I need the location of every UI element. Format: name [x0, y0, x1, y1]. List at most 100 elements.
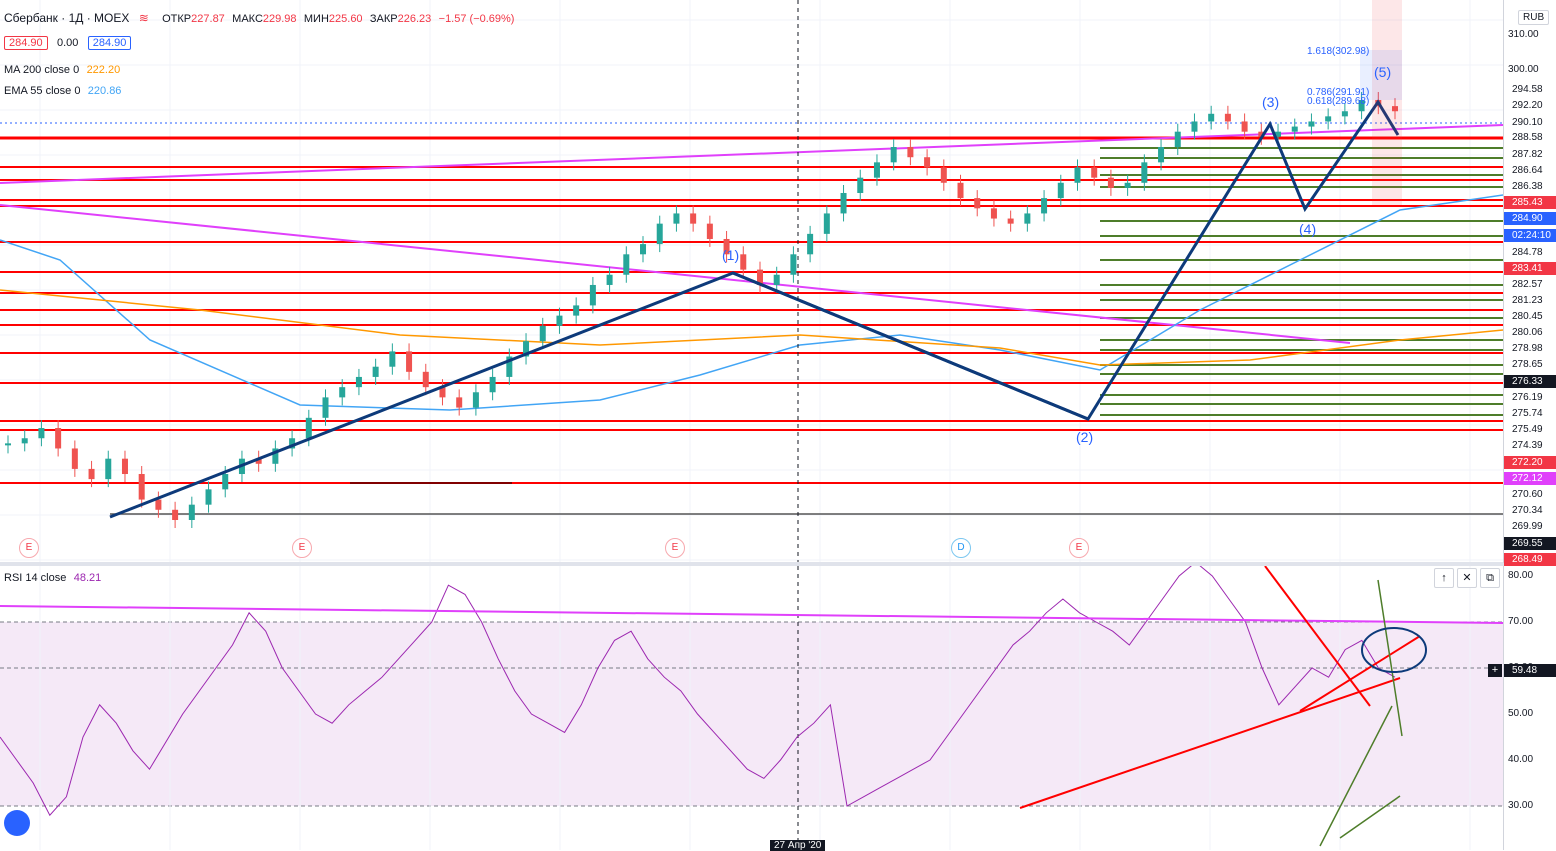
- wave-label-3[interactable]: (3): [1262, 94, 1280, 110]
- candle-body: [1024, 213, 1031, 224]
- candle-body: [289, 438, 296, 449]
- candle-body: [1275, 131, 1282, 137]
- rsi-chart[interactable]: [0, 566, 1503, 850]
- rsi-tick: 80.00: [1508, 570, 1534, 581]
- candle-body: [756, 269, 763, 285]
- symbol-title[interactable]: Сбербанк · 1Д · MOEX: [4, 11, 130, 25]
- wave-label-5[interactable]: (5): [1374, 64, 1392, 80]
- candle-body: [1174, 131, 1181, 148]
- ma-label: MA 200 close 0: [4, 64, 80, 76]
- bid-pill[interactable]: 284.90: [4, 36, 48, 50]
- wave-label-2[interactable]: (2): [1076, 429, 1094, 445]
- rsi-band: [0, 622, 1503, 806]
- price-level-label: 283.41: [1504, 262, 1556, 275]
- price-level-label: 276.33: [1504, 375, 1556, 388]
- dividend-event-marker[interactable]: D: [951, 538, 971, 558]
- price-level-label: 272.12: [1504, 472, 1556, 485]
- rsi-trendline-red: [1019, 677, 1401, 809]
- candle-body: [205, 489, 212, 505]
- candle-body: [305, 417, 312, 439]
- price-axis[interactable]: [1503, 0, 1556, 563]
- rsi-trendline-magenta: [0, 605, 1503, 624]
- candle-body: [472, 392, 479, 408]
- rsi-move-up-button[interactable]: ↑: [1434, 568, 1454, 588]
- ema-legend[interactable]: EMA 55 close 0 220.86: [4, 83, 121, 97]
- candle-body: [1392, 106, 1398, 112]
- candle-body: [1074, 167, 1081, 183]
- rsi-maximize-button[interactable]: ⧉: [1480, 568, 1500, 588]
- rsi-tick: 30.00: [1508, 800, 1534, 811]
- earnings-event-marker[interactable]: E: [1069, 538, 1089, 558]
- wave-label-1[interactable]: (1): [722, 247, 740, 263]
- open-label: ОТКР: [162, 13, 192, 25]
- candle-body: [1341, 111, 1348, 117]
- candle-body: [1291, 126, 1298, 132]
- rsi-tick: 50.00: [1508, 708, 1534, 719]
- candle-body: [272, 448, 279, 464]
- candle-body: [506, 356, 513, 377]
- price-level-label: 275.49: [1512, 424, 1543, 435]
- price-level-label: 285.43: [1504, 196, 1556, 209]
- pane-separator[interactable]: [0, 562, 1556, 566]
- candle-body: [372, 366, 379, 377]
- currency-badge[interactable]: RUB: [1518, 10, 1550, 25]
- fib-label-1618[interactable]: 1.618(302.98): [1307, 46, 1370, 57]
- earnings-event-marker[interactable]: E: [292, 538, 312, 558]
- candle-body: [1325, 116, 1332, 122]
- candle-body: [673, 213, 680, 224]
- price-tick: 310.00: [1508, 29, 1539, 40]
- price-level-label: 284.90: [1504, 212, 1556, 225]
- high-value: 229.98: [262, 13, 297, 25]
- rsi-tick: 40.00: [1508, 754, 1534, 765]
- ma-legend[interactable]: MA 200 close 0 222.20: [4, 62, 120, 76]
- candle-body: [1308, 121, 1315, 127]
- price-level-label: 292.20: [1512, 100, 1543, 111]
- fib-zone: [1372, 0, 1402, 205]
- price-level-label: 270.60: [1512, 489, 1543, 500]
- ma-value: 222.20: [86, 64, 121, 76]
- price-level-label: 269.99: [1512, 521, 1543, 532]
- ema-line: [0, 194, 1503, 411]
- candle-body: [690, 213, 697, 224]
- price-level-label: 280.45: [1512, 311, 1543, 322]
- candle-body: [556, 315, 563, 326]
- rsi-close-button[interactable]: ✕: [1457, 568, 1477, 588]
- price-level-label: 02:24:10: [1504, 229, 1556, 242]
- candle-body: [255, 458, 262, 464]
- candle-body: [105, 458, 112, 480]
- candle-body: [840, 192, 847, 214]
- price-level-label: 278.98: [1512, 343, 1543, 354]
- rsi-highlight-circle: [1361, 627, 1427, 673]
- ask-pill[interactable]: 284.90: [87, 36, 132, 50]
- rsi-legend[interactable]: RSI 14 close 48.21: [4, 570, 101, 584]
- rsi-axis[interactable]: [1503, 566, 1556, 850]
- symbol-legend[interactable]: Сбербанк · 1Д · MOEX ≋ ОТКР227.87 МАКС22…: [4, 11, 514, 25]
- add-level-icon[interactable]: +: [1488, 664, 1502, 677]
- candle-body: [740, 254, 747, 270]
- price-chart[interactable]: [0, 0, 1503, 563]
- candle-body: [589, 284, 596, 306]
- candle-body: [890, 147, 897, 163]
- wave-label-4[interactable]: (4): [1299, 221, 1317, 237]
- earnings-event-marker[interactable]: E: [665, 538, 685, 558]
- rsi-trendline-red: [1264, 566, 1371, 707]
- price-tick: 300.00: [1508, 64, 1539, 75]
- candle-body: [723, 238, 730, 255]
- trendline-magenta: [0, 124, 1503, 184]
- tradingview-logo-icon[interactable]: [4, 810, 30, 836]
- candle-body: [355, 376, 362, 388]
- close-value: 226.23: [397, 13, 432, 25]
- earnings-event-marker[interactable]: E: [19, 538, 39, 558]
- open-value: 227.87: [191, 13, 225, 25]
- fib-label-0786[interactable]: 0.786(291.91): [1307, 87, 1370, 98]
- candle-body: [1191, 121, 1198, 132]
- candle-body: [924, 157, 931, 168]
- high-label: МАКС: [232, 13, 263, 25]
- candle-body: [456, 397, 463, 408]
- rsi-trendline-red: [1299, 635, 1421, 712]
- candle-body: [1358, 100, 1365, 112]
- candle-body: [1107, 177, 1114, 188]
- price-level-label: 287.82: [1512, 149, 1543, 160]
- fib-label-0618[interactable]: 0.618(289.68): [1307, 96, 1370, 107]
- candle-body: [339, 387, 346, 398]
